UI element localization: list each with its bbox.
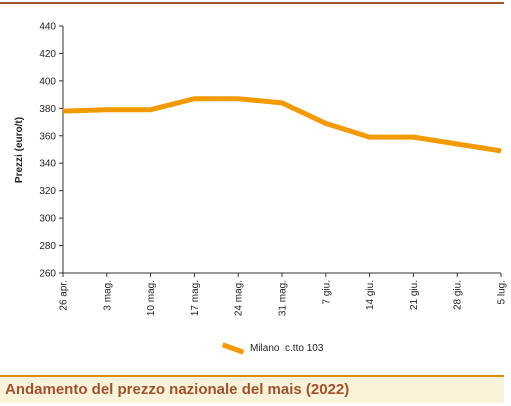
y-axis-title: Prezzi (euro/t) (14, 117, 25, 183)
line-chart: 260 280 300 320 340 360 380 400 420 440 26 apr. 3 … (14, 22, 508, 317)
x-tick-label: 21 giu. (409, 280, 420, 310)
y-tick-label: 360 (39, 131, 56, 142)
x-tick-label: 17 mag. (190, 280, 201, 316)
caption-bar: Andamento del prezzo nazionale del mais … (0, 375, 504, 403)
y-axis-ticks: 260 280 300 320 340 360 380 400 420 440 (39, 22, 63, 280)
x-tick-label: 26 apr. (59, 280, 70, 311)
y-tick-label: 320 (39, 186, 56, 197)
y-tick-label: 380 (39, 104, 56, 115)
y-tick-label: 260 (39, 269, 56, 280)
y-tick-label: 400 (39, 76, 56, 87)
legend-swatch (221, 341, 245, 355)
x-tick-label: 14 giu. (365, 280, 376, 310)
x-tick-label: 28 giu. (453, 280, 464, 310)
y-tick-label: 440 (39, 22, 56, 33)
y-tick-label: 280 (39, 241, 56, 252)
x-tick-label: 31 mag. (278, 280, 289, 316)
x-tick-label: 5 lug. (497, 280, 508, 304)
x-tick-label: 24 mag. (234, 280, 245, 316)
x-tick-label: 10 mag. (146, 280, 157, 316)
top-rule (0, 2, 504, 4)
x-tick-label: 7 giu. (321, 280, 332, 304)
legend-label: Milano c.tto 103 (250, 342, 324, 354)
x-axis-ticks: 26 apr. 3 mag. 10 mag. 17 mag. 24 mag. 31 mag… (59, 273, 508, 316)
chart-caption: Andamento del prezzo nazionale del mais … (5, 381, 350, 398)
y-tick-label: 300 (39, 214, 56, 225)
series-group (62, 96, 502, 154)
y-tick-label: 340 (39, 159, 56, 170)
x-tick-label: 3 mag. (102, 280, 113, 311)
series-line (62, 96, 502, 154)
legend: Milano c.tto 103 (221, 341, 324, 355)
y-tick-label: 420 (39, 49, 56, 60)
